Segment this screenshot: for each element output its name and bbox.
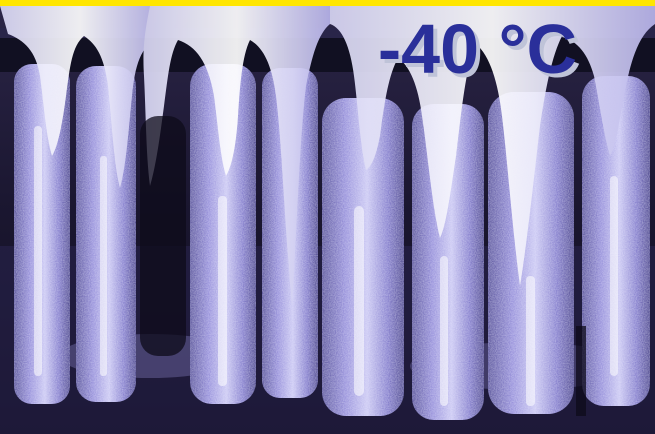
frost-texture bbox=[14, 64, 650, 420]
temperature-label: -40 °C -40 °C bbox=[378, 14, 581, 88]
top-color-strip bbox=[0, 0, 655, 6]
icicles-illustration bbox=[0, 6, 655, 434]
column-gaps bbox=[140, 116, 586, 416]
clear-icicles bbox=[0, 6, 655, 306]
temperature-label-text: -40 °C bbox=[377, 10, 577, 88]
icicle-photo bbox=[0, 6, 655, 434]
ice-highlights bbox=[34, 126, 618, 406]
temperature-label-shadow: -40 °C bbox=[381, 14, 581, 92]
